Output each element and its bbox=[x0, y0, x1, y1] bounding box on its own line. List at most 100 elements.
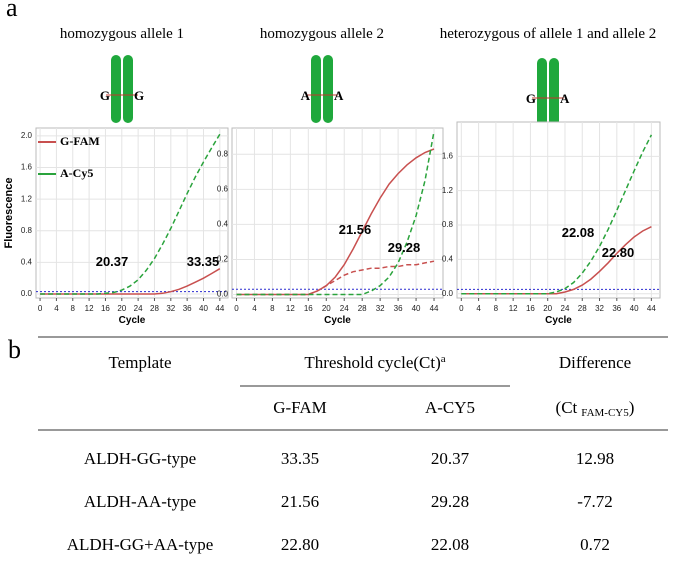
x-tick-label: 20 bbox=[117, 304, 126, 313]
x-tick-label: 20 bbox=[543, 304, 552, 313]
table-cell: 22.80 bbox=[281, 535, 319, 554]
plot-area bbox=[231, 127, 444, 299]
x-tick-label: 16 bbox=[304, 304, 313, 313]
y-tick-label: 1.6 bbox=[442, 151, 454, 160]
chromosome bbox=[311, 55, 321, 123]
x-tick-label: 32 bbox=[595, 304, 604, 313]
x-axis-label: Cycle bbox=[119, 315, 146, 326]
table-cell: 20.37 bbox=[431, 449, 470, 468]
chromosome bbox=[123, 55, 133, 123]
y-axis-label: Fluorescence bbox=[3, 178, 15, 249]
x-tick-label: 12 bbox=[85, 304, 94, 313]
x-tick-label: 40 bbox=[412, 304, 421, 313]
table-subheader: (Ct FAM-CY5) bbox=[556, 398, 635, 419]
table-header: Template bbox=[108, 353, 171, 372]
plot-area bbox=[35, 127, 229, 299]
y-tick-label: 0.2 bbox=[217, 255, 229, 264]
allele-label: G bbox=[134, 88, 144, 103]
x-tick-label: 4 bbox=[476, 304, 481, 313]
x-tick-label: 36 bbox=[183, 304, 192, 313]
panel-label: b bbox=[8, 335, 21, 364]
x-tick-label: 4 bbox=[252, 304, 257, 313]
table-header: Difference bbox=[559, 353, 631, 372]
x-tick-label: 0 bbox=[459, 304, 464, 313]
annotation: 22.08 bbox=[562, 225, 595, 240]
x-tick-label: 36 bbox=[394, 304, 403, 313]
table-cell: 21.56 bbox=[281, 492, 319, 511]
y-tick-label: 1.2 bbox=[21, 194, 33, 203]
annotation: 29.28 bbox=[388, 240, 421, 255]
subheader-text: (Ct bbox=[556, 398, 578, 417]
x-tick-label: 36 bbox=[612, 304, 621, 313]
x-tick-label: 40 bbox=[199, 304, 208, 313]
x-tick-label: 12 bbox=[286, 304, 295, 313]
y-tick-label: 0.4 bbox=[21, 258, 33, 267]
table-header-sup: a bbox=[441, 353, 446, 365]
x-tick-label: 16 bbox=[101, 304, 110, 313]
plot-area bbox=[456, 121, 661, 299]
x-tick-label: 16 bbox=[526, 304, 535, 313]
y-tick-label: 1.6 bbox=[21, 163, 33, 172]
series-line bbox=[461, 226, 652, 295]
series-line bbox=[40, 268, 221, 295]
subheader-sub: FAM-CY5 bbox=[581, 407, 629, 419]
x-tick-label: 28 bbox=[578, 304, 587, 313]
allele-label: A bbox=[334, 88, 344, 103]
x-tick-label: 40 bbox=[630, 304, 639, 313]
allele-label: G bbox=[100, 88, 110, 103]
x-tick-label: 8 bbox=[270, 304, 275, 313]
table-cell: ALDH-GG-type bbox=[84, 449, 196, 468]
allele-label: A bbox=[560, 91, 570, 106]
chart-title: homozygous allele 1 bbox=[60, 26, 184, 42]
table-cell: 29.28 bbox=[431, 492, 469, 511]
x-tick-label: 8 bbox=[71, 304, 76, 313]
y-tick-label: 2.0 bbox=[21, 131, 33, 140]
x-tick-label: 44 bbox=[430, 304, 439, 313]
allele-label: G bbox=[526, 91, 536, 106]
x-axis-label: Cycle bbox=[545, 315, 572, 326]
annotation: 22.80 bbox=[602, 245, 635, 260]
x-tick-label: 8 bbox=[494, 304, 499, 313]
y-tick-label: 0.0 bbox=[21, 289, 33, 298]
subheader-text: ) bbox=[629, 398, 635, 417]
x-tick-label: 28 bbox=[150, 304, 159, 313]
legend-label: A-Cy5 bbox=[60, 166, 93, 180]
x-tick-label: 24 bbox=[134, 304, 143, 313]
y-tick-label: 1.2 bbox=[442, 186, 454, 195]
series-line bbox=[40, 133, 221, 295]
annotation: 20.37 bbox=[96, 254, 129, 269]
x-tick-label: 44 bbox=[647, 304, 656, 313]
x-tick-label: 44 bbox=[215, 304, 224, 313]
table-cell: ALDH-AA-type bbox=[84, 492, 196, 511]
panel-label: a bbox=[6, 0, 18, 22]
chart-title: heterozygous of allele 1 and allele 2 bbox=[440, 26, 657, 42]
table-cell: 33.35 bbox=[281, 449, 319, 468]
x-tick-label: 32 bbox=[376, 304, 385, 313]
y-tick-label: 0.8 bbox=[21, 226, 33, 235]
y-tick-label: 0.0 bbox=[217, 290, 229, 299]
x-tick-label: 4 bbox=[54, 304, 59, 313]
chart-title: homozygous allele 2 bbox=[260, 26, 384, 42]
table-subheader: G-FAM bbox=[273, 398, 327, 417]
y-tick-label: 0.6 bbox=[217, 184, 229, 193]
chromosome bbox=[111, 55, 121, 123]
y-tick-label: 0.4 bbox=[442, 254, 454, 263]
x-tick-label: 12 bbox=[509, 304, 518, 313]
table-cell: ALDH-GG+AA-type bbox=[67, 535, 214, 554]
y-tick-label: 0.4 bbox=[217, 220, 229, 229]
x-axis-label: Cycle bbox=[324, 315, 351, 326]
table-header: Threshold cycle(Ct)a bbox=[304, 353, 445, 372]
series-line bbox=[236, 131, 435, 296]
y-tick-label: 0.8 bbox=[442, 220, 454, 229]
x-tick-label: 0 bbox=[38, 304, 43, 313]
x-tick-label: 20 bbox=[322, 304, 331, 313]
chromosome bbox=[323, 55, 333, 123]
x-tick-label: 28 bbox=[358, 304, 367, 313]
table-cell: 22.08 bbox=[431, 535, 469, 554]
x-tick-label: 24 bbox=[561, 304, 570, 313]
allele-label: A bbox=[301, 88, 311, 103]
legend-label: G-FAM bbox=[60, 134, 100, 148]
x-tick-label: 24 bbox=[340, 304, 349, 313]
y-tick-label: 0.0 bbox=[442, 289, 454, 298]
